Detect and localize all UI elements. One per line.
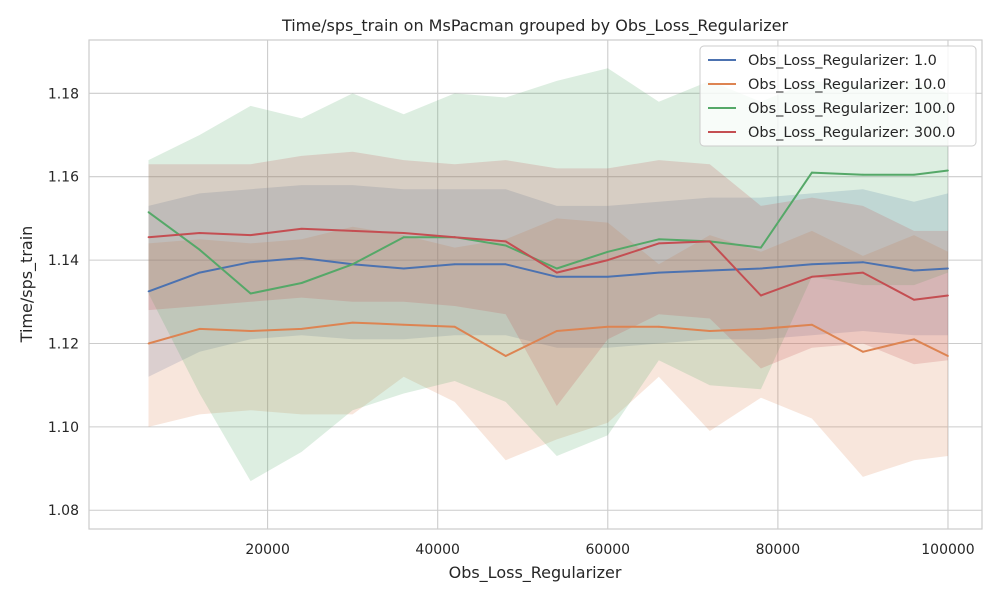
series-point: [862, 173, 864, 176]
series-point: [402, 323, 405, 326]
series-point: [453, 236, 456, 239]
series-point: [947, 169, 949, 172]
y-tick-label: 1.12: [48, 336, 79, 352]
series-point: [862, 261, 864, 264]
series-point: [811, 171, 813, 174]
series-point: [147, 342, 150, 345]
series-point: [759, 246, 762, 249]
legend-label-3: Obs_Loss_Regularizer: 100.0: [748, 101, 955, 117]
series-point: [504, 240, 507, 243]
series-point: [300, 282, 303, 284]
x-tick-label: 100000: [921, 542, 974, 558]
series-point: [504, 355, 507, 357]
series-point: [147, 211, 150, 214]
series-point: [198, 327, 201, 330]
series-point: [402, 232, 405, 234]
series-point: [300, 227, 303, 230]
series-point: [606, 250, 609, 253]
series-point: [453, 325, 456, 328]
series-point: [555, 275, 558, 278]
series-point: [862, 350, 864, 353]
series-point: [249, 234, 252, 236]
series-point: [657, 238, 660, 241]
series-point: [947, 294, 949, 297]
series-point: [555, 271, 558, 274]
legend-box: [699, 45, 977, 147]
series-point: [147, 236, 150, 239]
series-point: [351, 263, 354, 266]
series-point: [249, 261, 252, 264]
y-tick-label: 1.08: [48, 503, 79, 519]
chart-title: Time/sps_train on MsPacman grouped by Ob…: [281, 16, 789, 36]
y-tick-label: 1.14: [48, 253, 79, 269]
series-point: [249, 330, 252, 332]
series-point: [249, 292, 252, 295]
series-point: [708, 269, 711, 272]
series-point: [198, 271, 201, 274]
series-point: [606, 275, 609, 278]
series-point: [913, 298, 915, 301]
series-point: [606, 325, 609, 328]
x-axis-title: Obs_Loss_Regularizer: [449, 563, 622, 583]
series-point: [300, 257, 303, 259]
series-point: [657, 325, 660, 328]
y-tick-label: 1.18: [48, 86, 79, 102]
y-axis-title: Time/sps_train: [17, 226, 37, 344]
series-point: [147, 290, 150, 293]
y-tick-label: 1.10: [48, 420, 79, 436]
series-point: [913, 173, 915, 176]
series-point: [759, 267, 762, 270]
x-tick-label: 80000: [756, 542, 801, 558]
series-point: [759, 327, 762, 330]
series-point: [811, 323, 813, 326]
legend: Obs_Loss_Regularizer: 1.0 Obs_Loss_Regula…: [699, 45, 977, 147]
legend-label-4: Obs_Loss_Regularizer: 300.0: [748, 125, 955, 141]
x-tick-label: 60000: [586, 542, 631, 558]
series-point: [198, 248, 201, 251]
series-point: [300, 327, 303, 330]
x-tick-label: 40000: [415, 542, 460, 558]
plot-frame: [88, 39, 983, 530]
series-point: [351, 321, 354, 324]
series-point: [402, 267, 405, 270]
series-band-4: [148, 151, 948, 406]
series-point: [504, 244, 507, 247]
series-point: [913, 338, 915, 341]
series-point: [198, 232, 201, 234]
series-point: [453, 263, 456, 266]
y-tick-label: 1.16: [48, 170, 79, 186]
series-point: [555, 267, 558, 270]
series-point: [657, 242, 660, 245]
series-point: [759, 294, 762, 297]
series-point: [555, 330, 558, 332]
series-point: [606, 259, 609, 262]
legend-label-1: Obs_Loss_Regularizer: 1.0: [748, 53, 937, 69]
series-point: [708, 240, 711, 243]
series-point: [351, 230, 354, 232]
series-point: [708, 330, 711, 332]
x-tick-label: 20000: [245, 542, 290, 558]
series-point: [913, 269, 915, 272]
series-point: [862, 271, 864, 274]
series-point: [811, 275, 813, 278]
series-point: [402, 236, 405, 239]
series-point: [657, 271, 660, 274]
series-point: [504, 263, 507, 266]
legend-label-2: Obs_Loss_Regularizer: 10.0: [748, 77, 946, 93]
series-point: [811, 263, 813, 266]
series-point: [947, 267, 949, 270]
series-point: [947, 355, 949, 357]
